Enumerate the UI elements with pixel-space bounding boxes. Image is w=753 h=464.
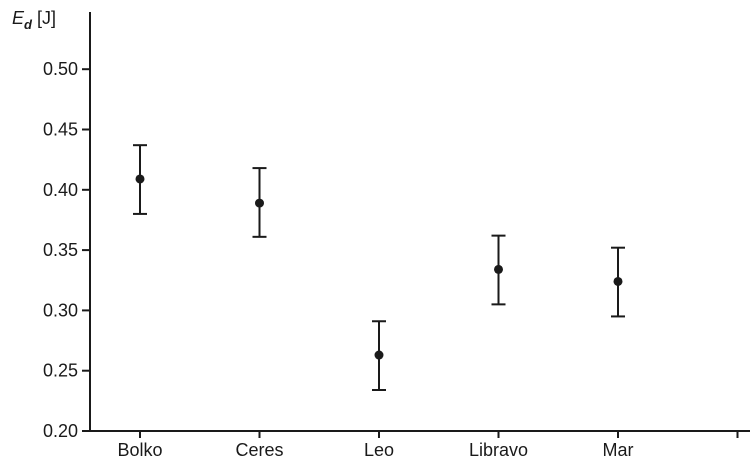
mean-point-bolko <box>135 174 145 184</box>
x-tick-label: Mar <box>603 440 634 460</box>
y-tick-label: 0.30 <box>43 300 78 320</box>
y-axis-title-subscript: d <box>24 17 33 32</box>
y-tick-label: 0.25 <box>43 361 78 381</box>
x-tick-label: Libravo <box>469 440 528 460</box>
y-ticks: 0.20 0.25 0.30 0.35 0.40 0.45 0.50 <box>43 59 90 441</box>
mean-point-mar <box>613 276 623 286</box>
x-tick-label: Bolko <box>117 440 162 460</box>
data-marks <box>133 144 625 391</box>
x-tick-label: Ceres <box>235 440 283 460</box>
mean-point-libravo <box>494 264 503 274</box>
y-tick-label: 0.20 <box>43 421 78 441</box>
mean-point-ceres <box>255 198 264 208</box>
y-axis-title-unit: [J] <box>37 8 56 28</box>
y-tick-label: 0.35 <box>43 240 78 260</box>
y-tick-label: 0.40 <box>43 180 78 200</box>
axes <box>89 12 750 432</box>
y-axis-title: Ed [J] <box>12 8 56 32</box>
mean-point-leo <box>374 350 384 360</box>
y-tick-label: 0.50 <box>43 59 78 79</box>
x-tick-label: Leo <box>364 440 394 460</box>
y-tick-label: 0.45 <box>43 120 78 140</box>
x-ticks: Bolko Ceres Leo Libravo Mar <box>117 431 739 460</box>
y-axis-title-symbol: E <box>12 8 25 28</box>
